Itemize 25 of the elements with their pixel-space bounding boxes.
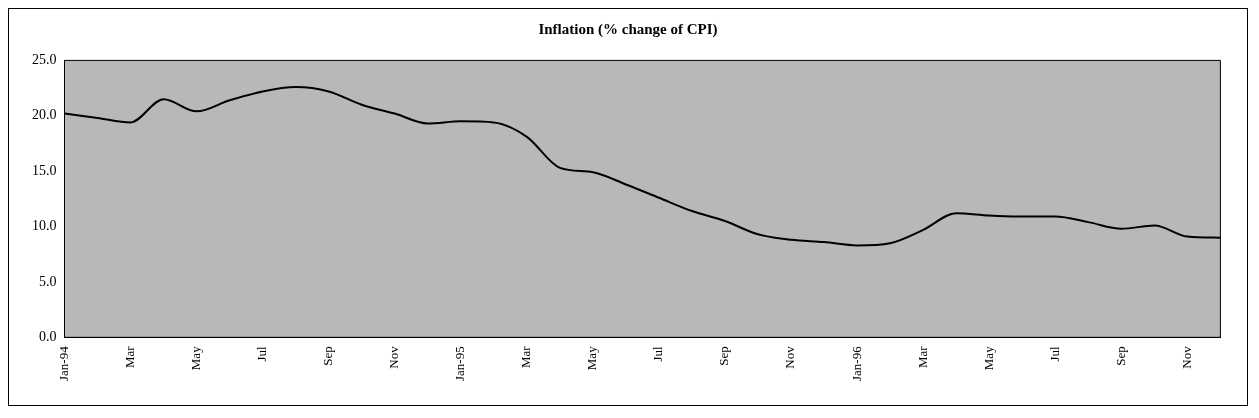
y-tick-label: 25.0 — [32, 52, 57, 68]
y-tick-label: 0.0 — [39, 329, 57, 345]
x-tick-label: Jul — [650, 345, 666, 362]
x-tick-label: Sep — [1112, 346, 1128, 366]
x-tick-label: Jan-94 — [55, 345, 71, 382]
x-tick-label: Mar — [914, 345, 930, 369]
y-tick-label: 10.0 — [32, 218, 57, 234]
chart-title: Inflation (% change of CPI) — [537, 21, 719, 38]
y-tick-label: 5.0 — [39, 273, 57, 289]
x-tick-label: Jul — [1046, 345, 1062, 362]
x-tick-label: Mar — [121, 345, 137, 369]
x-tick-label: Sep — [716, 346, 732, 366]
x-tick-label: May — [188, 345, 204, 371]
x-tick-label: Nov — [386, 345, 402, 369]
x-tick-label: Jan-96 — [848, 345, 864, 382]
x-tick-label: May — [980, 345, 996, 371]
y-tick-label: 20.0 — [32, 107, 57, 123]
x-tick-label: Jul — [254, 345, 270, 362]
x-tick-label: Nov — [1178, 345, 1194, 369]
x-tick-label: Nov — [782, 345, 798, 369]
x-tick-label: Mar — [518, 345, 534, 369]
x-tick-label: May — [584, 345, 600, 371]
y-tick-label: 15.0 — [32, 162, 57, 178]
x-tick-label: Jan-95 — [452, 346, 468, 382]
x-tick-label: Sep — [320, 346, 336, 366]
